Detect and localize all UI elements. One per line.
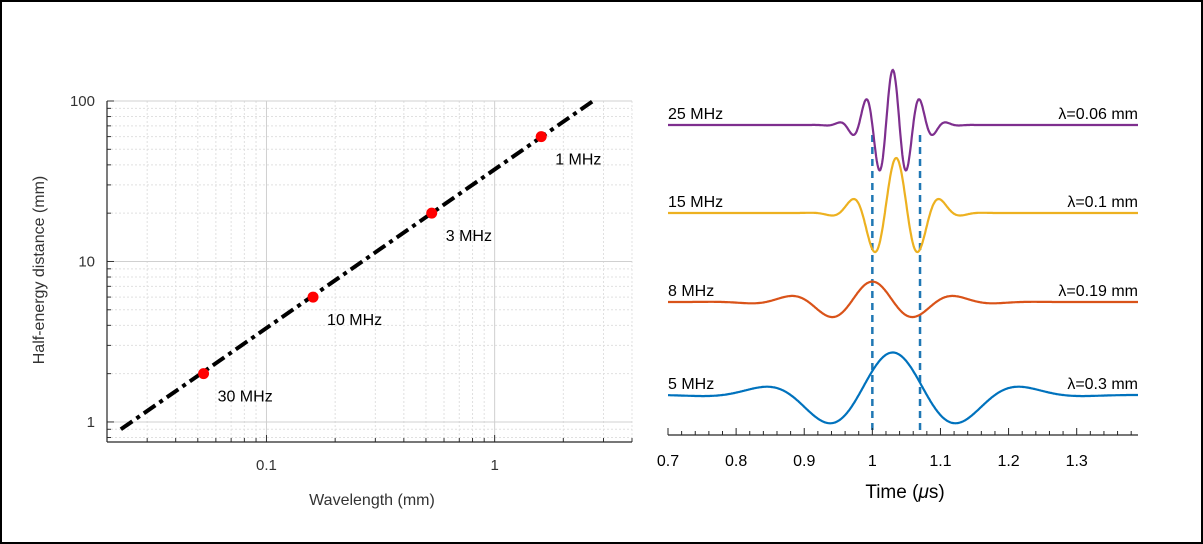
y-tick-label: 100	[70, 93, 95, 110]
reference-dashed-lines	[871, 135, 922, 435]
data-point-label: 1 MHz	[555, 152, 601, 169]
x-tick-label: 0.1	[256, 457, 277, 474]
data-point	[198, 368, 210, 380]
left-axes	[106, 100, 633, 443]
x-tick-label: 1	[490, 457, 498, 474]
right-axes	[667, 428, 1138, 436]
y-tick-label: 1	[87, 414, 95, 431]
waveform-line	[668, 156, 1138, 254]
right-x-axis-label: Time (μs)	[865, 482, 944, 503]
data-point	[535, 131, 547, 143]
waveform-frequency-label: 5 MHz	[668, 376, 714, 393]
data-points: 30 MHz 10 MHz 3 MHz 1 MHz	[198, 131, 601, 406]
y-tick-label: 10	[78, 253, 95, 270]
waveform-line	[668, 68, 1138, 172]
data-point-label: 10 MHz	[327, 312, 382, 329]
left-x-axis-label: Wavelength (mm)	[309, 492, 435, 509]
waveform-frequency-label: 25 MHz	[668, 106, 723, 123]
left-grid	[106, 100, 633, 442]
x-tick-label: 1	[868, 453, 877, 470]
waveform-wavelength-label: λ=0.3 mm	[1067, 376, 1138, 393]
waveform-frequency-label: 15 MHz	[668, 194, 723, 211]
waveform-wavelength-label: λ=0.1 mm	[1067, 194, 1138, 211]
waveform-wavelength-label: λ=0.06 mm	[1058, 106, 1138, 123]
x-tick-label: 0.7	[657, 453, 679, 470]
waveform-wavelength-label: λ=0.19 mm	[1058, 283, 1138, 300]
x-tick-label: 1.2	[997, 453, 1019, 470]
left-plot-area	[107, 101, 632, 442]
left-tick-labels: 0.1 1 1 10 100	[70, 93, 499, 474]
log-log-chart: 0.1 1 1 10 100 30 MHz 10 MHz 3 MHz 1 MHz Wavele…	[31, 93, 633, 509]
data-point	[307, 291, 319, 303]
data-point-label: 3 MHz	[446, 228, 492, 245]
data-point	[426, 207, 438, 219]
data-point-label: 30 MHz	[218, 389, 273, 406]
right-tick-labels: 0.7 0.8 0.9 1 1.1 1.2 1.3	[657, 453, 1088, 470]
waveform-line	[668, 351, 1138, 425]
left-y-axis-label: Half-energy distance (mm)	[31, 176, 48, 365]
x-tick-label: 0.9	[793, 453, 815, 470]
x-tick-label: 1.3	[1066, 453, 1088, 470]
waveform-line	[668, 280, 1138, 319]
waveform-frequency-label: 8 MHz	[668, 283, 714, 300]
x-tick-label: 0.8	[725, 453, 747, 470]
x-tick-label: 1.1	[929, 453, 951, 470]
waveform-series: 25 MHz λ=0.06 mm 15 MHz λ=0.1 mm 8 MHz λ=0.19…	[668, 68, 1138, 425]
